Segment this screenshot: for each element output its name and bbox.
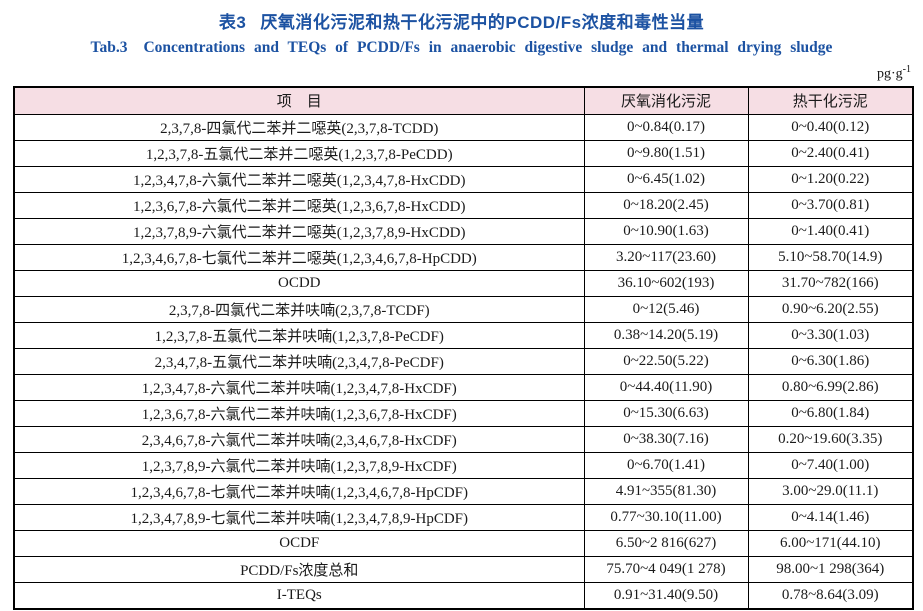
table-row: 1,2,3,7,8-五氯代二苯并呋喃(1,2,3,7,8-PeCDF) 0.38…: [13, 321, 914, 349]
cell-compound-name: 2,3,4,7,8-五氯代二苯并呋喃(2,3,4,7,8-PeCDF): [13, 347, 585, 375]
header-anaerobic-sludge-column: 厌氧消化污泥: [583, 86, 749, 115]
cell-thermal-value: 0~1.40(0.41): [747, 217, 914, 245]
cell-compound-name: 1,2,3,7,8,9-六氯代二苯并呋喃(1,2,3,7,8,9-HxCDF): [13, 451, 585, 479]
table-body: 2,3,7,8-四氯代二苯并二噁英(2,3,7,8-TCDD) 0~0.84(0…: [13, 113, 914, 610]
cell-compound-name: PCDD/Fs浓度总和: [13, 555, 585, 583]
table-row: 1,2,3,7,8,9-六氯代二苯并呋喃(1,2,3,7,8,9-HxCDF) …: [13, 451, 914, 479]
cell-compound-name: 1,2,3,7,8-五氯代二苯并二噁英(1,2,3,7,8-PeCDD): [13, 139, 585, 167]
table-row: I-TEQs 0.91~31.40(9.50) 0.78~8.64(3.09): [13, 581, 914, 610]
cell-thermal-value: 0~1.20(0.22): [747, 165, 914, 193]
cell-compound-name: I-TEQs: [13, 581, 585, 610]
cell-thermal-value: 0~3.30(1.03): [747, 321, 914, 349]
unit-base: pg·g: [876, 66, 903, 82]
cell-anaerobic-value: 0~22.50(5.22): [583, 347, 749, 375]
cell-anaerobic-value: 0.91~31.40(9.50): [583, 581, 749, 610]
table-row: 1,2,3,4,7,8-六氯代二苯并呋喃(1,2,3,4,7,8-HxCDF) …: [13, 373, 914, 401]
unit-label: pg·g-1: [0, 64, 911, 83]
cell-compound-name: OCDD: [13, 269, 585, 297]
cell-compound-name: 1,2,3,7,8-五氯代二苯并呋喃(1,2,3,7,8-PeCDF): [13, 321, 585, 349]
cell-compound-name: OCDF: [13, 529, 585, 557]
table-row: 1,2,3,6,7,8-六氯代二苯并呋喃(1,2,3,6,7,8-HxCDF) …: [13, 399, 914, 427]
table-caption-english: Tab.3 Concentrations and TEQs of PCDD/Fs …: [0, 39, 923, 57]
cell-anaerobic-value: 75.70~4 049(1 278): [583, 555, 749, 583]
unit-exponent: -1: [902, 64, 911, 75]
table-title-zh: 厌氧消化污泥和热干化污泥中的PCDD/Fs浓度和毒性当量: [260, 13, 705, 32]
table-row: 1,2,3,7,8-五氯代二苯并二噁英(1,2,3,7,8-PeCDD) 0~9…: [13, 139, 914, 167]
table-row: 1,2,3,4,6,7,8-七氯代二苯并呋喃(1,2,3,4,6,7,8-HpC…: [13, 477, 914, 505]
cell-thermal-value: 0.20~19.60(3.35): [747, 425, 914, 453]
table-title-en: Concentrations and TEQs of PCDD/Fs in an…: [143, 39, 833, 56]
cell-thermal-value: 6.00~171(44.10): [747, 529, 914, 557]
table-number-zh: 表3: [218, 13, 247, 32]
table-number-en: Tab.3: [90, 39, 128, 56]
cell-thermal-value: 98.00~1 298(364): [747, 555, 914, 583]
cell-compound-name: 1,2,3,4,6,7,8-七氯代二苯并二噁英(1,2,3,4,6,7,8-Hp…: [13, 243, 585, 271]
cell-thermal-value: 0~7.40(1.00): [747, 451, 914, 479]
cell-anaerobic-value: 0.77~30.10(11.00): [583, 503, 749, 531]
cell-compound-name: 2,3,7,8-四氯代二苯并呋喃(2,3,7,8-TCDF): [13, 295, 585, 323]
cell-thermal-value: 0.80~6.99(2.86): [747, 373, 914, 401]
pcdd-concentration-table: 项 目 厌氧消化污泥 热干化污泥 2,3,7,8-四氯代二苯并二噁英(2,3,7…: [13, 85, 914, 610]
table-row: 2,3,4,6,7,8-六氯代二苯并呋喃(2,3,4,6,7,8-HxCDF) …: [13, 425, 914, 453]
cell-anaerobic-value: 0~44.40(11.90): [583, 373, 749, 401]
cell-thermal-value: 0~6.30(1.86): [747, 347, 914, 375]
table-row: 1,2,3,6,7,8-六氯代二苯并二噁英(1,2,3,6,7,8-HxCDD)…: [13, 191, 914, 219]
cell-anaerobic-value: 0.38~14.20(5.19): [583, 321, 749, 349]
cell-anaerobic-value: 3.20~117(23.60): [583, 243, 749, 271]
cell-compound-name: 1,2,3,4,7,8,9-七氯代二苯并呋喃(1,2,3,4,7,8,9-HpC…: [13, 503, 585, 531]
cell-compound-name: 2,3,4,6,7,8-六氯代二苯并呋喃(2,3,4,6,7,8-HxCDF): [13, 425, 585, 453]
table-row: 2,3,4,7,8-五氯代二苯并呋喃(2,3,4,7,8-PeCDF) 0~22…: [13, 347, 914, 375]
table-row: 1,2,3,4,7,8,9-七氯代二苯并呋喃(1,2,3,4,7,8,9-HpC…: [13, 503, 914, 531]
cell-thermal-value: 31.70~782(166): [747, 269, 914, 297]
cell-compound-name: 2,3,7,8-四氯代二苯并二噁英(2,3,7,8-TCDD): [13, 113, 585, 141]
table-row: 1,2,3,7,8,9-六氯代二苯并二噁英(1,2,3,7,8,9-HxCDD)…: [13, 217, 914, 245]
cell-anaerobic-value: 0~6.45(1.02): [583, 165, 749, 193]
table-row: 1,2,3,4,7,8-六氯代二苯并二噁英(1,2,3,4,7,8-HxCDD)…: [13, 165, 914, 193]
cell-thermal-value: 3.00~29.0(11.1): [747, 477, 914, 505]
header-thermal-drying-sludge-column: 热干化污泥: [747, 86, 914, 115]
table-row: 2,3,7,8-四氯代二苯并呋喃(2,3,7,8-TCDF) 0~12(5.46…: [13, 295, 914, 323]
table-row: OCDF 6.50~2 816(627) 6.00~171(44.10): [13, 529, 914, 557]
cell-anaerobic-value: 0~38.30(7.16): [583, 425, 749, 453]
table-row: PCDD/Fs浓度总和 75.70~4 049(1 278) 98.00~1 2…: [13, 555, 914, 583]
cell-anaerobic-value: 0~0.84(0.17): [583, 113, 749, 141]
cell-anaerobic-value: 36.10~602(193): [583, 269, 749, 297]
cell-thermal-value: 5.10~58.70(14.9): [747, 243, 914, 271]
cell-anaerobic-value: 0~6.70(1.41): [583, 451, 749, 479]
cell-compound-name: 1,2,3,4,7,8-六氯代二苯并二噁英(1,2,3,4,7,8-HxCDD): [13, 165, 585, 193]
cell-thermal-value: 0~2.40(0.41): [747, 139, 914, 167]
cell-compound-name: 1,2,3,6,7,8-六氯代二苯并呋喃(1,2,3,6,7,8-HxCDF): [13, 399, 585, 427]
cell-compound-name: 1,2,3,4,7,8-六氯代二苯并呋喃(1,2,3,4,7,8-HxCDF): [13, 373, 585, 401]
cell-anaerobic-value: 0~15.30(6.63): [583, 399, 749, 427]
cell-anaerobic-value: 0~18.20(2.45): [583, 191, 749, 219]
table-row: 2,3,7,8-四氯代二苯并二噁英(2,3,7,8-TCDD) 0~0.84(0…: [13, 113, 914, 141]
cell-anaerobic-value: 0~9.80(1.51): [583, 139, 749, 167]
cell-thermal-value: 0.90~6.20(2.55): [747, 295, 914, 323]
table-row: 1,2,3,4,6,7,8-七氯代二苯并二噁英(1,2,3,4,6,7,8-Hp…: [13, 243, 914, 271]
cell-compound-name: 1,2,3,4,6,7,8-七氯代二苯并呋喃(1,2,3,4,6,7,8-HpC…: [13, 477, 585, 505]
cell-thermal-value: 0~3.70(0.81): [747, 191, 914, 219]
table-header-row: 项 目 厌氧消化污泥 热干化污泥: [13, 86, 914, 115]
cell-thermal-value: 0.78~8.64(3.09): [747, 581, 914, 610]
cell-anaerobic-value: 0~10.90(1.63): [583, 217, 749, 245]
cell-thermal-value: 0~0.40(0.12): [747, 113, 914, 141]
cell-thermal-value: 0~4.14(1.46): [747, 503, 914, 531]
cell-compound-name: 1,2,3,6,7,8-六氯代二苯并二噁英(1,2,3,6,7,8-HxCDD): [13, 191, 585, 219]
cell-anaerobic-value: 4.91~355(81.30): [583, 477, 749, 505]
cell-compound-name: 1,2,3,7,8,9-六氯代二苯并二噁英(1,2,3,7,8,9-HxCDD): [13, 217, 585, 245]
header-item-column: 项 目: [13, 86, 585, 115]
table-row: OCDD 36.10~602(193) 31.70~782(166): [13, 269, 914, 297]
cell-thermal-value: 0~6.80(1.84): [747, 399, 914, 427]
cell-anaerobic-value: 6.50~2 816(627): [583, 529, 749, 557]
cell-anaerobic-value: 0~12(5.46): [583, 295, 749, 323]
table-caption-chinese: 表3 厌氧消化污泥和热干化污泥中的PCDD/Fs浓度和毒性当量: [0, 0, 923, 33]
